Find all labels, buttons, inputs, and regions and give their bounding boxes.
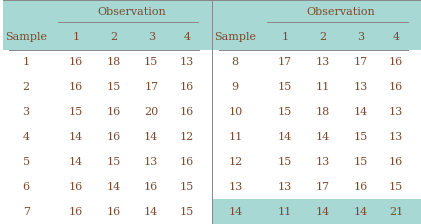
Text: 4: 4 <box>23 132 30 142</box>
Text: 14: 14 <box>69 132 83 142</box>
Text: 3: 3 <box>23 107 30 117</box>
Text: 12: 12 <box>228 157 242 167</box>
Text: 15: 15 <box>278 157 292 167</box>
Text: 15: 15 <box>107 157 121 167</box>
Text: 7: 7 <box>23 207 29 217</box>
Text: 16: 16 <box>389 57 403 67</box>
Text: 15: 15 <box>107 82 121 92</box>
Text: Sample: Sample <box>5 32 47 42</box>
Text: 15: 15 <box>180 207 194 217</box>
Text: 16: 16 <box>107 207 121 217</box>
Text: 14: 14 <box>278 132 292 142</box>
Text: 3: 3 <box>148 32 155 42</box>
Text: 13: 13 <box>316 57 330 67</box>
Text: 14: 14 <box>353 107 368 117</box>
Text: 8: 8 <box>232 57 239 67</box>
Text: 13: 13 <box>180 57 194 67</box>
Text: 16: 16 <box>180 82 194 92</box>
Text: 16: 16 <box>107 132 121 142</box>
Text: 14: 14 <box>316 132 330 142</box>
Text: 3: 3 <box>357 32 364 42</box>
Text: 15: 15 <box>278 82 292 92</box>
Text: 14: 14 <box>228 207 242 217</box>
Text: 18: 18 <box>316 107 330 117</box>
Text: 16: 16 <box>389 82 403 92</box>
Text: 1: 1 <box>72 32 80 42</box>
Text: 14: 14 <box>316 207 330 217</box>
Text: 14: 14 <box>144 132 158 142</box>
Text: 17: 17 <box>316 182 330 192</box>
Text: 13: 13 <box>278 182 292 192</box>
Text: 1: 1 <box>282 32 289 42</box>
Text: 4: 4 <box>392 32 400 42</box>
Text: 16: 16 <box>69 82 83 92</box>
Text: 11: 11 <box>278 207 292 217</box>
Text: 16: 16 <box>180 107 194 117</box>
Text: 17: 17 <box>144 82 158 92</box>
Text: 13: 13 <box>316 157 330 167</box>
Text: 16: 16 <box>69 57 83 67</box>
Text: 5: 5 <box>23 157 30 167</box>
Text: 9: 9 <box>232 82 239 92</box>
Text: 20: 20 <box>144 107 158 117</box>
Text: 16: 16 <box>107 107 121 117</box>
Bar <box>3 0 421 50</box>
Text: 2: 2 <box>319 32 326 42</box>
Text: 16: 16 <box>144 182 158 192</box>
Text: 6: 6 <box>23 182 30 192</box>
Text: 15: 15 <box>353 157 368 167</box>
Text: 11: 11 <box>228 132 242 142</box>
Text: 15: 15 <box>353 132 368 142</box>
Text: 13: 13 <box>144 157 158 167</box>
Text: 2: 2 <box>23 82 30 92</box>
Text: 13: 13 <box>389 132 403 142</box>
Text: 16: 16 <box>180 157 194 167</box>
Text: 13: 13 <box>353 82 368 92</box>
Text: Observation: Observation <box>97 7 166 17</box>
Text: 15: 15 <box>180 182 194 192</box>
Text: 15: 15 <box>278 107 292 117</box>
Text: 1: 1 <box>23 57 30 67</box>
Text: 16: 16 <box>389 157 403 167</box>
Text: Sample: Sample <box>214 32 256 42</box>
Text: 12: 12 <box>180 132 194 142</box>
Text: 15: 15 <box>69 107 83 117</box>
Text: 13: 13 <box>228 182 242 192</box>
Text: 14: 14 <box>353 207 368 217</box>
Text: 10: 10 <box>228 107 242 117</box>
Text: 16: 16 <box>69 182 83 192</box>
Text: 14: 14 <box>69 157 83 167</box>
Text: 11: 11 <box>316 82 330 92</box>
Bar <box>212 199 421 224</box>
Text: 2: 2 <box>110 32 117 42</box>
Text: 16: 16 <box>69 207 83 217</box>
Text: 15: 15 <box>389 182 403 192</box>
Text: 21: 21 <box>389 207 403 217</box>
Text: 17: 17 <box>278 57 292 67</box>
Text: 14: 14 <box>144 207 158 217</box>
Text: 18: 18 <box>107 57 121 67</box>
Text: 14: 14 <box>107 182 121 192</box>
Text: Observation: Observation <box>306 7 375 17</box>
Text: 17: 17 <box>353 57 368 67</box>
Text: 13: 13 <box>389 107 403 117</box>
Text: 16: 16 <box>353 182 368 192</box>
Text: 15: 15 <box>144 57 158 67</box>
Text: 4: 4 <box>183 32 190 42</box>
